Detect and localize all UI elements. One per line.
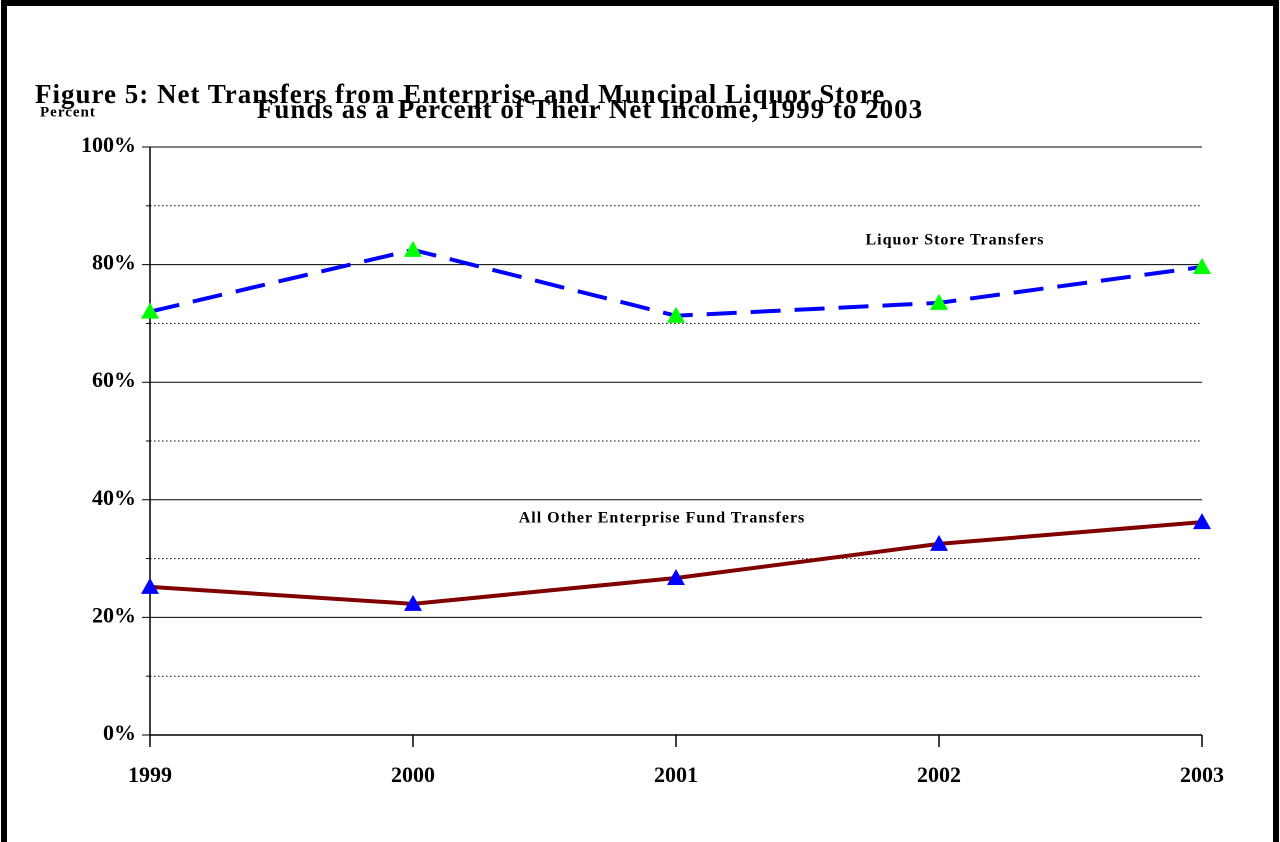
- chart-title: Figure 5: Net Transfers from Enterprise …: [35, 79, 885, 109]
- y-tick-label: 40%: [92, 485, 136, 510]
- data-point: [141, 302, 159, 319]
- x-tick-label: 2000: [391, 762, 435, 787]
- y-tick-label: 60%: [92, 367, 136, 392]
- series-label: All Other Enterprise Fund Transfers: [519, 510, 806, 527]
- data-point: [667, 569, 685, 586]
- series-label: Liquor Store Transfers: [865, 232, 1044, 249]
- data-point: [667, 306, 685, 323]
- data-point: [404, 240, 422, 257]
- y-axis-label: Percent: [40, 104, 96, 120]
- y-tick-label: 0%: [103, 720, 136, 745]
- data-point: [404, 594, 422, 611]
- y-tick-label: 100%: [81, 132, 136, 157]
- data-point: [1193, 513, 1211, 530]
- x-tick-label: 1999: [128, 762, 172, 787]
- data-point: [930, 293, 948, 310]
- data-point: [930, 534, 948, 551]
- y-tick-label: 80%: [92, 250, 136, 275]
- series-line: [149, 247, 1203, 318]
- x-tick-label: 2003: [1180, 762, 1224, 787]
- y-tick-label: 20%: [92, 602, 136, 627]
- data-point: [1193, 257, 1211, 274]
- series-line: [149, 520, 1203, 606]
- chart-subtitle: Funds as a Percent of Their Net Income, …: [257, 94, 923, 124]
- data-point: [141, 577, 159, 594]
- x-tick-label: 2001: [654, 762, 698, 787]
- x-tick-label: 2002: [917, 762, 961, 787]
